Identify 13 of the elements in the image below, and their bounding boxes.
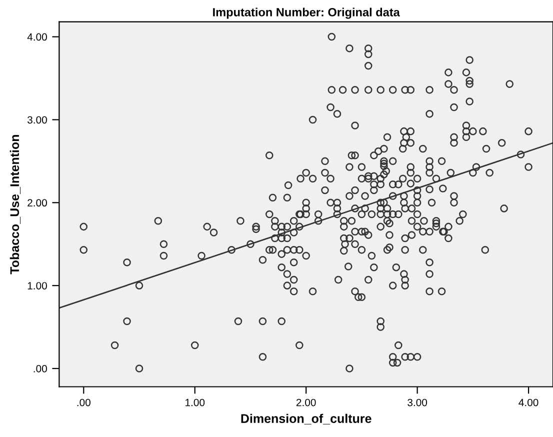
y-axis-title: Tobacco_Use_Intention	[10, 135, 20, 274]
x-tick-label: 1.00	[186, 398, 205, 406]
x-tick-label: 2.00	[296, 398, 316, 406]
x-tick-label: .00	[77, 398, 90, 406]
y-tick-label: .00	[34, 365, 47, 372]
x-tick-label: 3.00	[408, 398, 428, 406]
y-tick-label: 2.00	[28, 199, 47, 207]
chart-title: Imputation Number: Original data	[213, 8, 400, 19]
y-tick-label: 3.00	[27, 116, 47, 124]
x-axis-title: Dimension_of_culture	[241, 414, 372, 424]
x-tick-label: 4.00	[518, 398, 538, 406]
y-tick-label: 4.00	[27, 33, 47, 41]
y-tick-label: 1.00	[28, 282, 47, 290]
